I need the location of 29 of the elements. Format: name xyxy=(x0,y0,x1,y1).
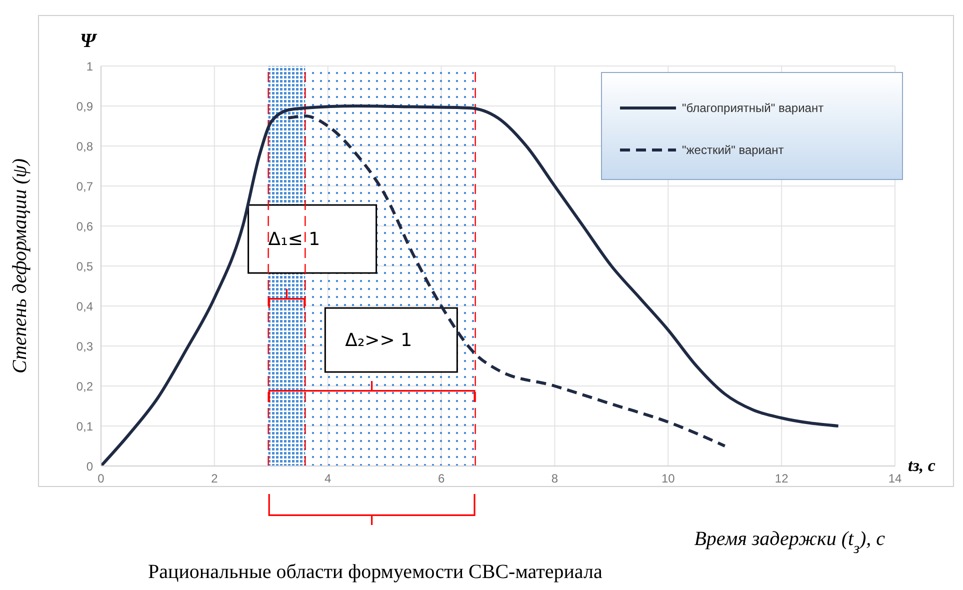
y-tick-label: 0,5 xyxy=(76,259,94,274)
line-series xyxy=(101,104,840,466)
y-tick-label: 0,4 xyxy=(76,299,94,314)
y-tick-label: 0,3 xyxy=(76,339,94,354)
band-label: Δ₂>> 1 xyxy=(345,330,412,351)
y-tick-label: 0,9 xyxy=(76,99,94,114)
text: Рациональные области формуемости СВС-материала xyxy=(148,561,602,584)
y-tick-label: 1 xyxy=(86,59,94,74)
x-tick-label: 0 xyxy=(98,472,105,486)
y-tick-label: 0,2 xyxy=(76,379,94,394)
text: Ψ xyxy=(80,30,96,53)
text: tз, с xyxy=(908,456,936,476)
x-axis-title: Время задержки (t$_{з}$), с xyxy=(694,528,886,557)
x-tick-label: 10 xyxy=(661,472,676,486)
legend-label: "жесткий" вариант xyxy=(682,143,784,157)
x-tick-label: 14 xyxy=(888,472,902,486)
y-tick-label: 0,7 xyxy=(76,179,94,194)
y-axis-title: Степень деформации (ψ) xyxy=(9,158,31,374)
y-tick-label: 0 xyxy=(86,459,94,474)
x-tick-label: 2 xyxy=(211,472,218,486)
x-tick-label: 4 xyxy=(324,472,332,486)
x-tick-label: 8 xyxy=(551,472,558,486)
x-tick-label: 12 xyxy=(774,472,789,486)
y-tick-label: 0,1 xyxy=(76,419,94,434)
x-tick-label: 6 xyxy=(438,472,445,486)
legend-label: "благоприятный" вариант xyxy=(682,101,824,115)
y-tick-label: 0,6 xyxy=(76,219,94,234)
y-tick-label: 0,8 xyxy=(76,139,94,154)
band-label: Δ₁≤ 1 xyxy=(268,229,320,250)
